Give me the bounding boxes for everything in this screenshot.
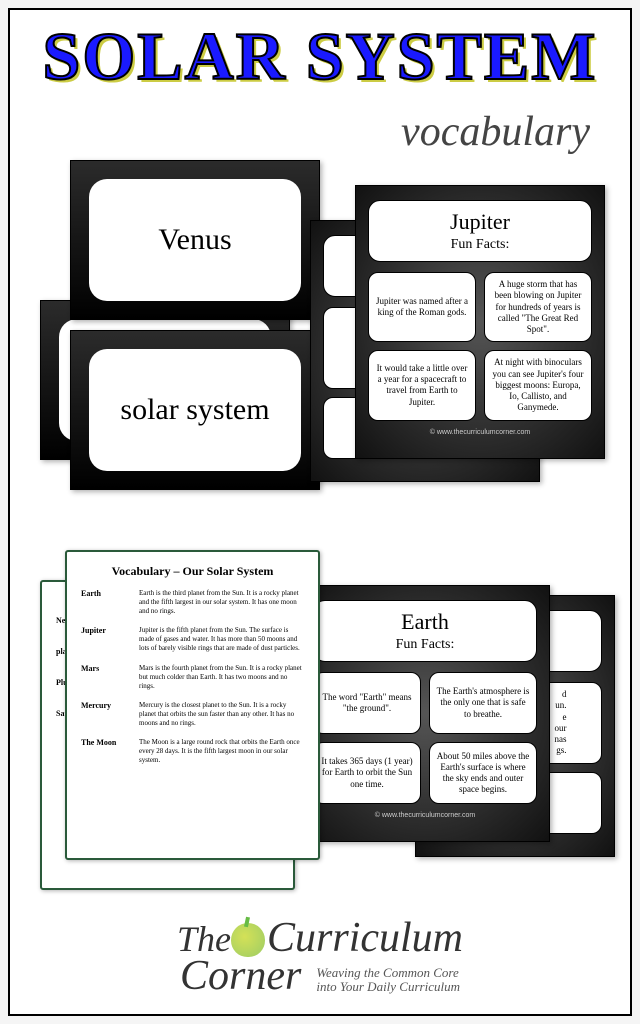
sheet-row: The Moon The Moon is a large round rock … — [81, 738, 304, 765]
fact-box: It takes 365 days (1 year) for Earth to … — [313, 742, 421, 804]
fact-box: The word "Earth" means "the ground". — [313, 672, 421, 734]
fact-box: At night with binoculars you can see Jup… — [484, 350, 592, 420]
apple-icon — [231, 923, 265, 957]
page-frame: SOLAR SYSTEM vocabulary Venus solar syst… — [8, 8, 632, 1016]
sheet-def: Mars is the fourth planet from the Sun. … — [139, 664, 304, 691]
sheet-def: Earth is the third planet from the Sun. … — [139, 589, 304, 616]
sheet-def: The Moon is a large round rock that orbi… — [139, 738, 304, 765]
sheet-row: Mars Mars is the fourth planet from the … — [81, 664, 304, 691]
sheet-term: The Moon — [81, 738, 129, 765]
fact-subtitle: Fun Facts: — [375, 237, 585, 253]
fact-title: Earth — [320, 609, 530, 635]
sheet-row: Jupiter Jupiter is the fifth planet from… — [81, 626, 304, 653]
fact-card-earth: Earth Fun Facts: The word "Earth" means … — [300, 585, 550, 842]
main-title: SOLAR SYSTEM — [10, 10, 630, 90]
vocab-card-venus: Venus — [70, 160, 320, 320]
fact-snippet: dun.eournasgs. — [555, 689, 567, 757]
fact-box: A huge storm that has been blowing on Ju… — [484, 272, 592, 342]
sheet-def: Mercury is the closest planet to the Sun… — [139, 701, 304, 728]
fact-box: About 50 miles above the Earth's surface… — [429, 742, 537, 804]
fact-box: The Earth's atmosphere is the only one t… — [429, 672, 537, 734]
logo-corner-text: Corner — [180, 953, 301, 999]
vocab-sheet: Vocabulary – Our Solar System Earth Eart… — [65, 550, 320, 860]
fact-header: Earth Fun Facts: — [313, 600, 537, 662]
fact-header: Jupiter Fun Facts: — [368, 200, 592, 262]
sheet-title: Vocabulary – Our Solar System — [81, 564, 304, 579]
sheet-term: Earth — [81, 589, 129, 616]
subtitle: vocabulary — [401, 108, 590, 156]
logo-word-corner: Corner Weaving the Common Core into Your… — [10, 952, 630, 1000]
sheet-row: Earth Earth is the third planet from the… — [81, 589, 304, 616]
sheet-term: Jupiter — [81, 626, 129, 653]
sheet-term: Mercury — [81, 701, 129, 728]
card-footer-url: © www.thecurriculumcorner.com — [313, 812, 537, 819]
vocab-card-solar-system: solar system — [70, 330, 320, 490]
fact-card-jupiter: Jupiter Fun Facts: Jupiter was named aft… — [355, 185, 605, 459]
fact-title: Jupiter — [375, 209, 585, 235]
fact-box: It would take a little over a year for a… — [368, 350, 476, 420]
sheet-term: Mars — [81, 664, 129, 691]
vocab-card-text: Venus — [89, 179, 301, 301]
vocab-card-text: solar system — [89, 349, 301, 471]
fact-box: Jupiter was named after a king of the Ro… — [368, 272, 476, 342]
sheet-row: Mercury Mercury is the closest planet to… — [81, 701, 304, 728]
sheet-def: Jupiter is the fifth planet from the Sun… — [139, 626, 304, 653]
logo-tagline-2: into Your Daily Curriculum — [316, 979, 460, 995]
brand-logo: TheCurriculum Corner Weaving the Common … — [10, 914, 630, 1000]
card-footer-url: © www.thecurriculumcorner.com — [368, 429, 592, 436]
fact-subtitle: Fun Facts: — [320, 637, 530, 653]
